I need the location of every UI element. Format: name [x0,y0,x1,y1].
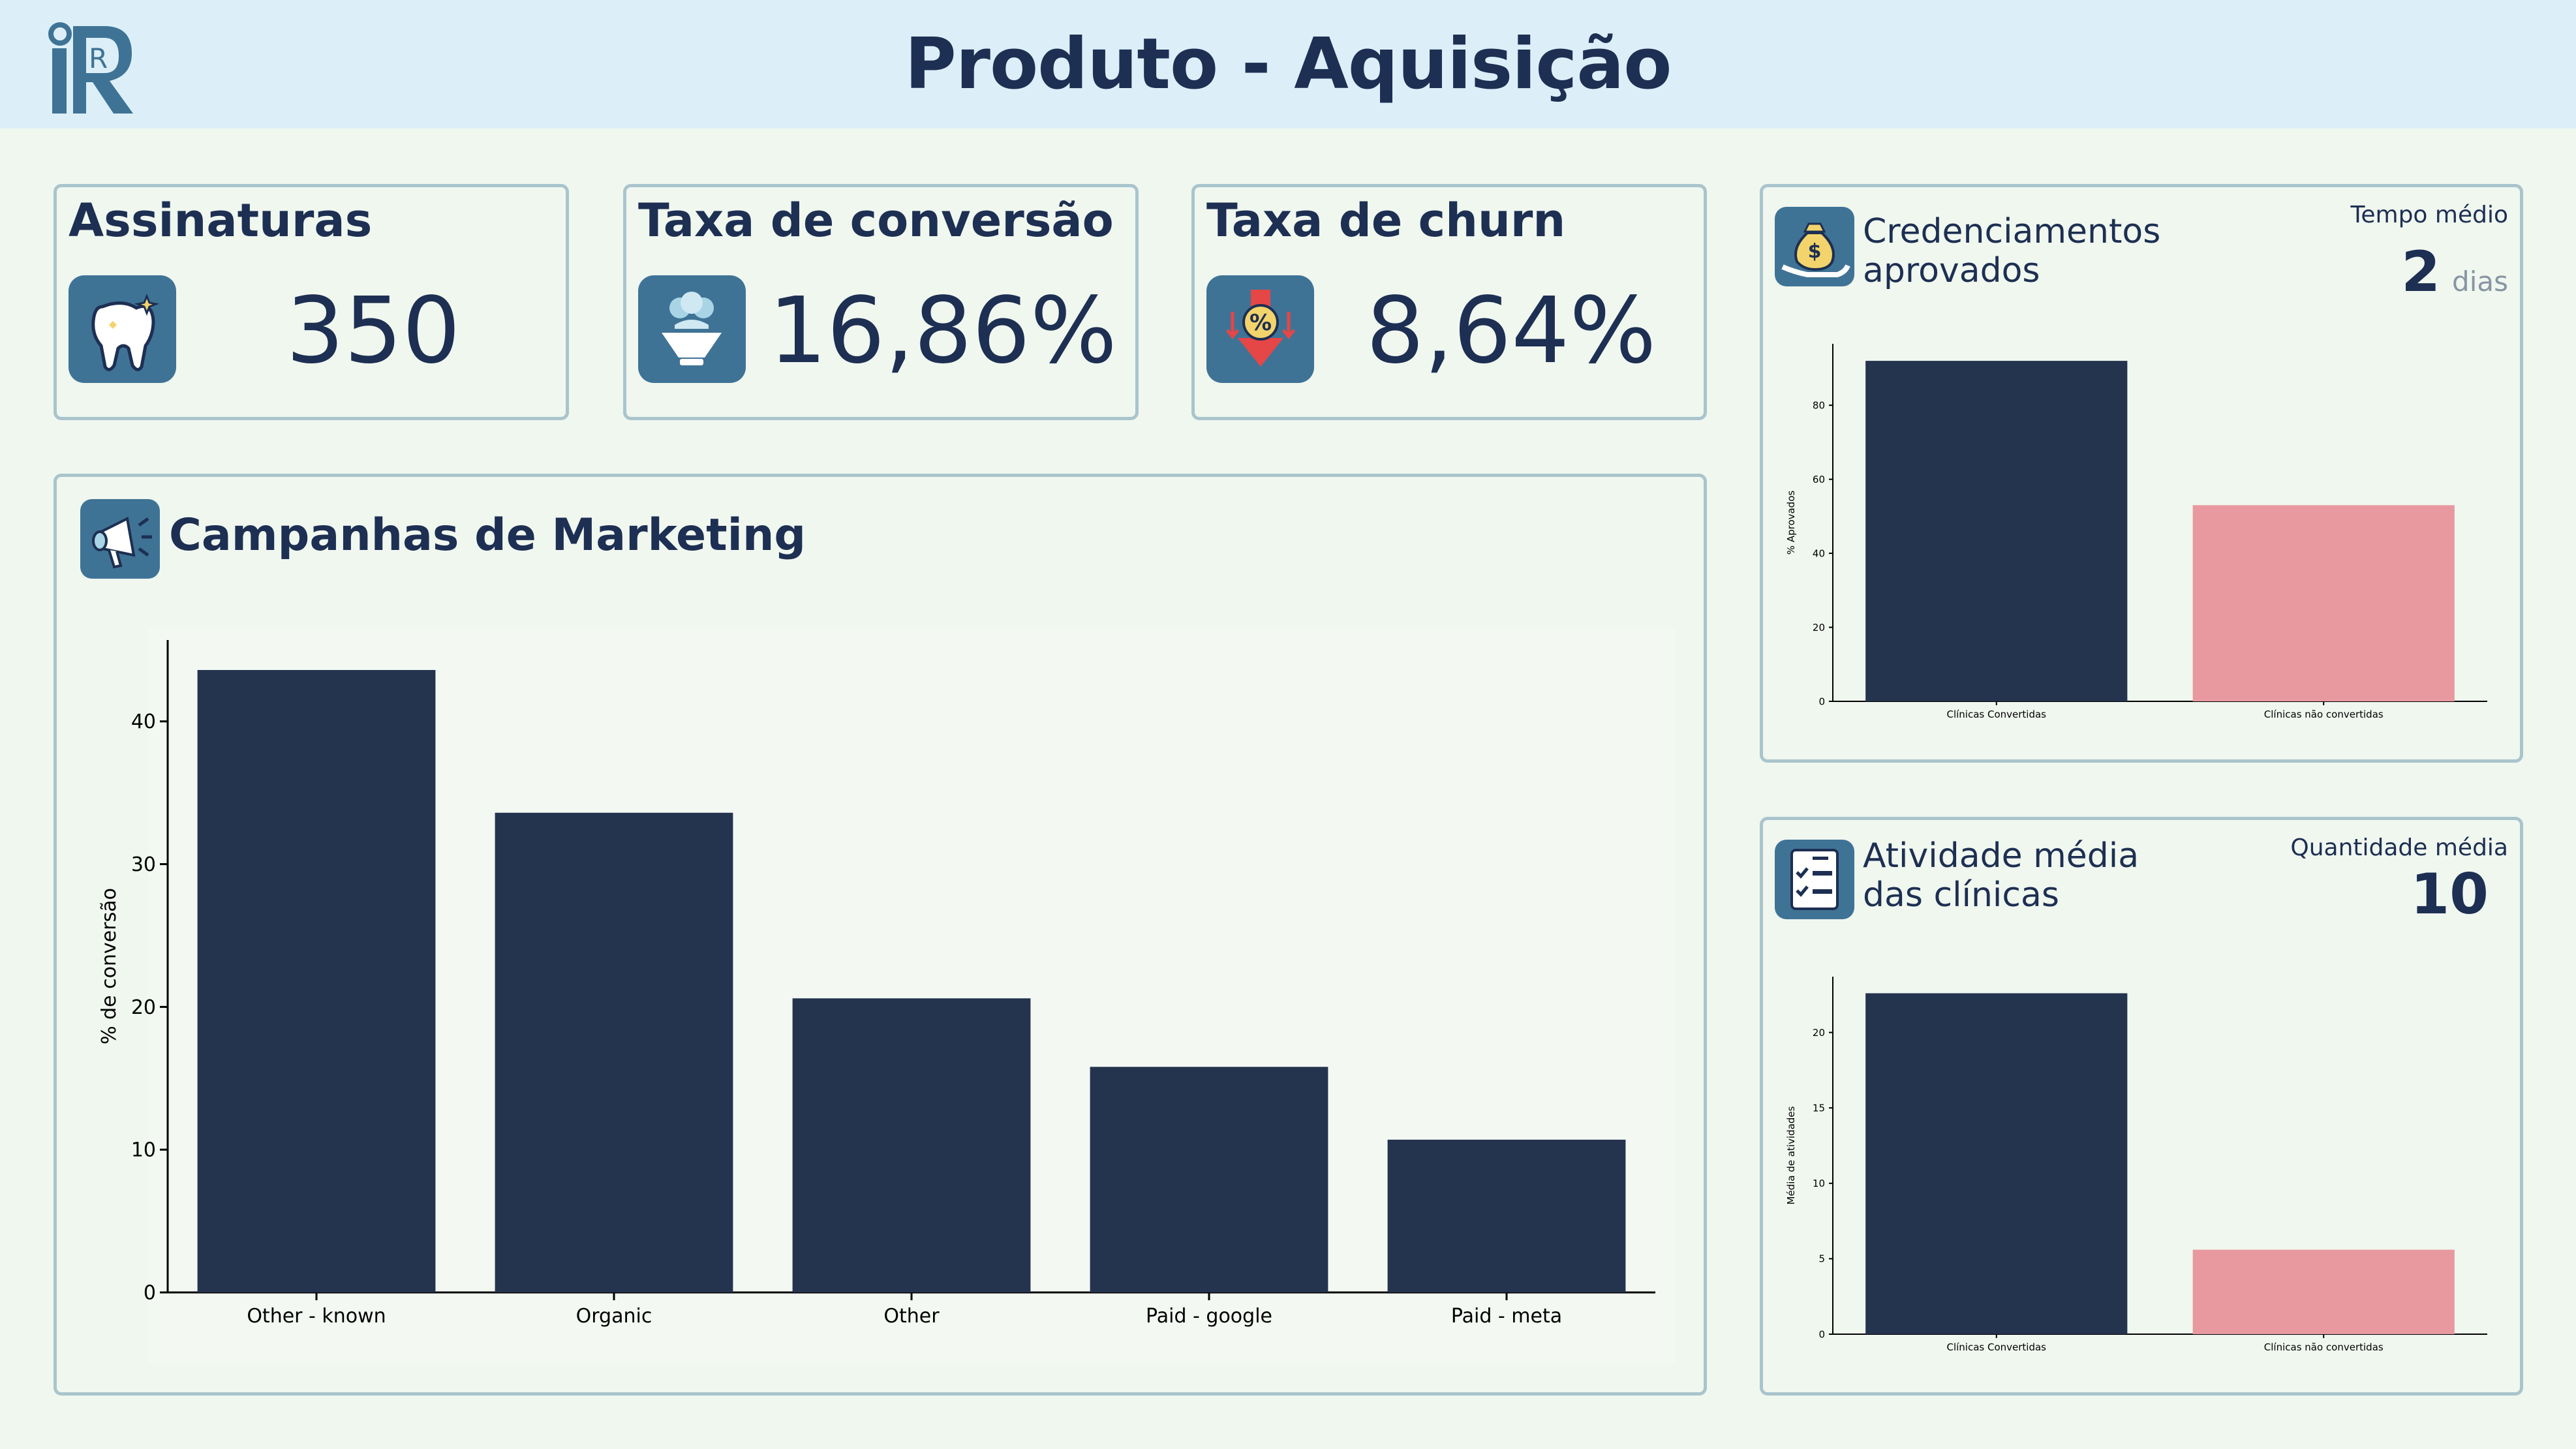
x-tick-label: Clínicas não convertidas [2264,1341,2384,1353]
bar [793,998,1031,1292]
money-bag-icon: $ [1775,207,1854,286]
page-title: Produto - Aquisição [0,0,2576,129]
svg-text:$: $ [1808,240,1822,263]
x-tick-label: Other - known [247,1305,386,1328]
y-tick-label: 10 [131,1139,156,1162]
bar [495,813,733,1292]
credenciamentos-subtitle: Tempo médio [2350,202,2508,228]
funnel-icon [638,275,746,383]
marketing-title: Campanhas de Marketing [169,510,806,561]
churn-icon: % [1206,275,1314,383]
kpi-title: Assinaturas [69,194,372,247]
credenciamentos-title: Credenciamentos aprovados [1863,212,2160,290]
kpi-title: Taxa de churn [1206,194,1565,247]
x-tick-label: Clínicas Convertidas [1946,709,2046,720]
kpi-title: Taxa de conversão [638,194,1114,247]
title-line: aprovados [1863,251,2160,290]
kpi-value: 350 [187,279,559,383]
y-tick-label: 0 [1818,1328,1825,1340]
value-unit: dias [2452,266,2508,297]
credenciamentos-card: $ Credenciamentos aprovados Tempo médio … [1760,184,2523,763]
svg-text:%: % [1250,310,1272,336]
y-tick-label: 20 [131,996,156,1019]
kpi-card-assinaturas: Assinaturas 350 [54,184,569,420]
y-tick-label: 20 [1813,622,1825,633]
bar [198,670,436,1292]
marketing-card: Campanhas de Marketing 0 10 20 30 40 Other - … [54,474,1707,1396]
y-axis-label: % Aprovados [1785,491,1797,555]
credenciamentos-value: 2 dias [2401,239,2508,305]
y-tick-label: 40 [1813,547,1825,559]
kpi-card-churn: Taxa de churn % 8,64% [1191,184,1707,420]
kpi-value: 16,86% [757,279,1129,383]
x-tick-label: Clínicas não convertidas [2264,709,2384,720]
x-tick-label: Other [883,1305,940,1328]
title-line: Credenciamentos [1863,212,2160,251]
y-tick-label: 60 [1813,474,1825,485]
bar [2193,1250,2455,1334]
y-tick-label: 10 [1813,1178,1825,1189]
megaphone-icon [80,499,160,579]
bar [1388,1140,1626,1292]
title-line: das clínicas [1863,876,2139,915]
value-number: 2 [2401,239,2440,305]
y-tick-label: 80 [1813,399,1825,411]
x-tick-label: Paid - meta [1451,1305,1562,1328]
header-bar: R Produto - Aquisição [0,0,2576,129]
atividade-title: Atividade média das clínicas [1863,836,2139,915]
kpi-card-conversao: Taxa de conversão 16,86% [623,184,1139,420]
kpi-value: 8,64% [1325,279,1697,383]
x-tick-label: Clínicas Convertidas [1946,1341,2046,1353]
atividade-chart: 0 5 10 15 20 Clínicas Convertidas Clínicas não… [1776,964,2507,1381]
bar [2193,505,2455,701]
y-tick-label: 20 [1813,1027,1825,1039]
y-tick-label: 0 [144,1282,156,1305]
x-tick-label: Paid - google [1146,1305,1272,1328]
y-tick-label: 0 [1818,695,1825,707]
bar [1090,1067,1328,1292]
bar [1865,361,2127,701]
bar [1865,993,2127,1334]
y-tick-label: 30 [131,853,156,876]
y-axis-label: Média de atividades [1785,1106,1797,1204]
atividade-subtitle: Quantidade média [2290,834,2508,861]
y-axis-label: % de conversão [98,888,121,1045]
marketing-chart: 0 10 20 30 40 Other - known Organic Other Paid -… [76,607,1681,1377]
atividade-value: 10 [2410,862,2489,927]
atividade-card: Atividade média das clínicas Quantidade … [1760,817,2523,1396]
tooth-icon [69,275,176,383]
checklist-icon [1775,840,1854,919]
y-tick-label: 40 [131,710,156,733]
y-tick-label: 5 [1818,1253,1825,1265]
x-tick-label: Organic [576,1305,652,1328]
credenciamentos-chart: 0 20 40 60 80 Clínicas Convertidas Clínicas nã… [1776,331,2507,748]
y-tick-label: 15 [1813,1102,1825,1114]
title-line: Atividade média [1863,836,2139,876]
